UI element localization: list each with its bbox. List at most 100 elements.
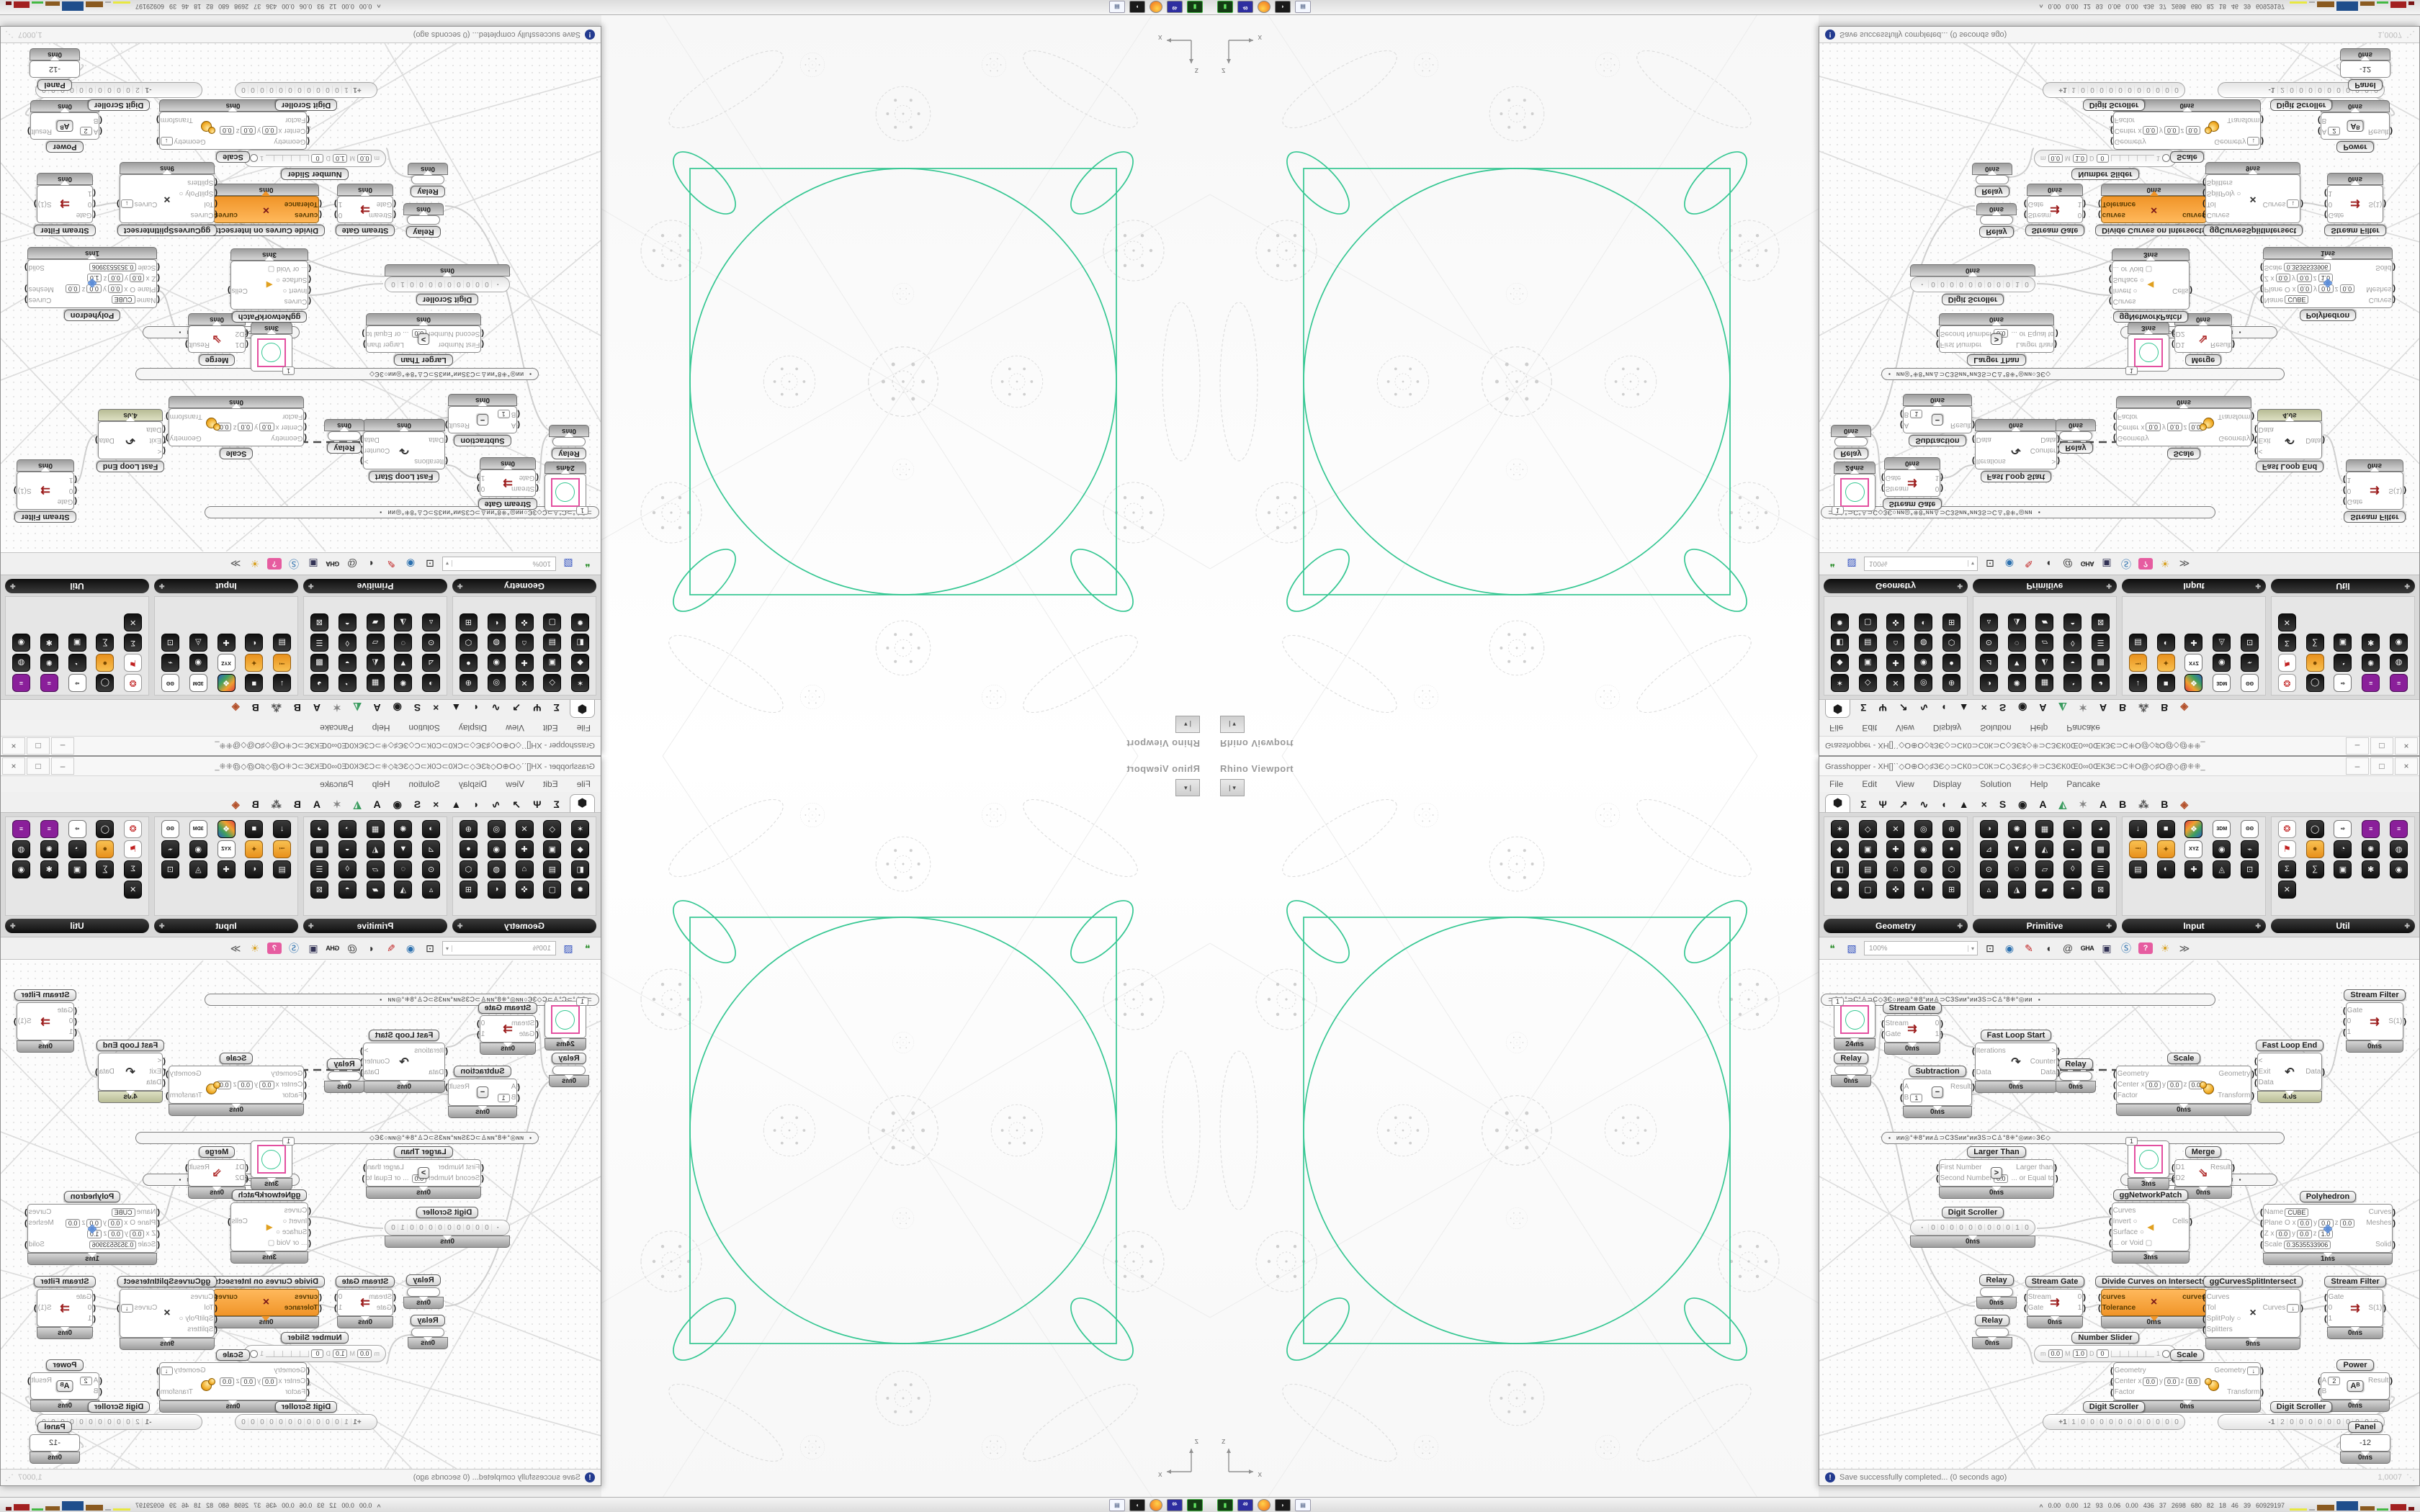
component-icon[interactable]: ◧ [571,860,590,878]
tab-surface[interactable]: ◖ [473,798,480,810]
component-icon[interactable]: ⇨ [2334,819,2352,838]
component-icon[interactable]: ✱ [2362,634,2380,652]
component-icon[interactable]: ⭲ [273,840,292,858]
tab-plugin-ladybug[interactable]: ◭ [353,702,362,714]
component-icon[interactable]: ▤ [273,634,292,652]
node-label[interactable]: Panel [37,79,72,91]
node-ggnetworkpatch[interactable]: ggNetworkPatch(Curves(Invert ○ Cells)(Sur… [2109,1189,2192,1264]
palette-group-label[interactable]: Input ✚ [2122,919,2266,933]
node-polyhedron[interactable]: Polyhedron(Name CUBE Curves)(Plane O x 0.0… [24,247,160,321]
digit-cell[interactable]: 0 [314,1418,323,1426]
menu-item-edit[interactable]: Edit [542,723,558,733]
digit-cell[interactable]: 0 [286,1418,295,1426]
value-chip[interactable]: 1 [497,1093,510,1102]
value-chip[interactable]: 0.0 [262,126,277,135]
digit-cell[interactable]: 1 [2069,86,2078,94]
value-chip[interactable]: CUBE [111,295,135,305]
node-label[interactable]: Scale [2170,151,2204,163]
value-chip[interactable]: 0.0 [241,126,256,135]
node-label[interactable]: Scale [2166,448,2201,459]
flow-icon[interactable]: ≫ [2179,558,2190,570]
input-grip-icon[interactable]: ( [2324,1303,2327,1313]
digit-cell[interactable]: 0 [2305,86,2315,94]
digit-cell[interactable]: 0 [389,1223,398,1232]
component-icon[interactable]: XYZ [2184,654,2203,672]
value-chip[interactable]: CUBE [2285,295,2309,305]
output-grip-icon[interactable]: ) [477,1030,480,1039]
node-label[interactable]: Merge [2184,354,2222,366]
output-grip-icon[interactable]: ) [2403,486,2406,495]
input-grip-icon[interactable]: ( [536,473,539,482]
component-icon[interactable]: ▢ [543,880,562,899]
value-chip[interactable]: 0.0 [2275,1229,2291,1238]
node-fast-loop-end[interactable]: Fast Loop End(<(Exit Data)(Data ↶ 4.0s [95,409,166,472]
node-body[interactable]: (D1 Result)(D2 ⇘ [185,325,248,353]
component-icon[interactable]: ❂ [2277,819,2296,838]
component-icon[interactable]: ✦ [245,840,264,858]
tab-vector[interactable]: ↗ [1899,798,1908,810]
digit-cell[interactable]: 0 [417,1223,426,1232]
number-slider-body[interactable]: m 0.0 M 1.0 D 0 1 [2034,1345,2177,1362]
output-grip-icon[interactable]: ) [2390,1376,2393,1385]
component-icon[interactable]: ▱ [2035,860,2054,878]
digit-cell[interactable]: -1 [145,86,152,94]
digit-cell[interactable]: 0 [2143,86,2153,94]
input-grip-icon[interactable]: ( [304,423,307,432]
component-icon[interactable]: ☰ [310,860,328,878]
component-icon[interactable]: ✜ [1886,613,1905,632]
node-digit-scroller[interactable]: Digit Scroller · 0 0 0 0 0 0 0 0 0 1 0 0ms [1910,1207,2035,1248]
output-grip-icon[interactable]: ) [2393,295,2396,305]
component-icon[interactable]: ☰ [2092,860,2110,878]
node-body[interactable]: (First Number Larger than)(Second Number … [362,1159,484,1187]
node-body[interactable]: 1 [2125,1137,2169,1178]
input-grip-icon[interactable]: ( [2202,1325,2205,1334]
node-subtraction[interactable]: Subtraction(A Result)(B 1−0ms [1900,394,1975,446]
node-label[interactable]: Relay [1975,1315,2009,1326]
node-label[interactable]: Stream Gate [1882,1002,1942,1014]
digit-cell[interactable]: 0 [286,86,295,94]
tab-plugin-a2[interactable]: A [2099,798,2107,810]
menu-item-view[interactable]: View [1896,723,1914,733]
menu-item-solution[interactable]: Solution [408,723,440,733]
input-grip-icon[interactable]: ( [2202,199,2205,209]
value-chip[interactable]: 0.0 [2275,274,2291,283]
component-icon[interactable]: ◧ [1830,634,1849,652]
gimp-icon[interactable]: ◗ [1275,1,1291,14]
node-label[interactable]: Digit Scroller [2082,1401,2146,1413]
output-grip-icon[interactable]: ) [2083,199,2086,209]
value-chip[interactable]: 2 [2328,1376,2341,1385]
component-icon[interactable]: ʘʘ [161,819,179,838]
tab-display[interactable]: ◉ [393,798,402,810]
component-icon[interactable]: ⊙ [422,634,441,652]
tab-vector[interactable]: ↗ [512,702,521,714]
component-icon[interactable]: ⊠ [310,613,328,632]
node-body[interactable]: (Gate(0 S(1))(1 ⇉ [14,1002,77,1040]
value-chip[interactable]: CUBE [2285,1207,2309,1217]
input-grip-icon[interactable]: ( [308,286,311,295]
node-label[interactable]: Panel [2348,1421,2383,1433]
component-icon[interactable]: ✚ [1886,840,1905,858]
component-icon[interactable]: ✦ [2156,654,2175,672]
digit-cell[interactable]: 0 [2125,1418,2134,1426]
input-grip-icon[interactable]: ( [215,189,218,198]
node-label[interactable]: Fast Loop End [96,461,165,472]
viewport-menu-button[interactable]: | ▾ [1175,716,1200,733]
tab-sets[interactable]: Ψ [1878,798,1887,810]
node-digit-scroller[interactable]: Digit Scroller · 0 0 0 0 0 0 0 0 0 1 0 0ms [1910,264,2035,305]
component-icon[interactable]: ◎ [1914,819,1933,838]
notes-icon[interactable]: ▤ [1295,1,1311,14]
component-icon[interactable]: ◍ [1914,860,1933,878]
gimp-icon[interactable]: ◗ [1129,1498,1145,1511]
maximize-button[interactable]: □ [27,737,50,755]
component-icon[interactable]: ✶ [571,819,590,838]
palette-group-label[interactable]: Util ✚ [5,579,149,593]
node-label[interactable]: ggNetworkPatch [231,1189,308,1201]
node-panel[interactable]: Panel -12 0ms [30,1421,80,1464]
value-chip[interactable]: 0.0 [2143,126,2158,135]
node-label[interactable]: Stream Gate [1882,498,1942,510]
gha-icon[interactable]: GHA [326,560,340,567]
component-icon[interactable]: ◭ [366,654,385,672]
digit-cell[interactable]: 0 [248,86,258,94]
input-grip-icon[interactable]: ( [307,1366,310,1375]
idea-icon[interactable]: ☀ [2160,942,2170,954]
